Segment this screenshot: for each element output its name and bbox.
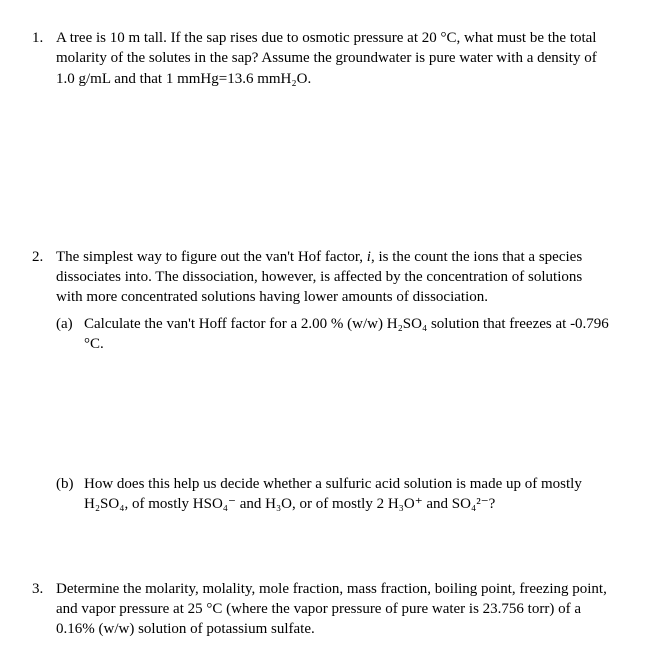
question-3: 3. Determine the molarity, molality, mol…: [32, 579, 610, 640]
question-2: 2. The simplest way to figure out the va…: [32, 247, 610, 515]
question-1-number: 1.: [32, 28, 43, 48]
question-2a-text: Calculate the van't Hoff factor for a 2.…: [84, 316, 609, 352]
question-list: 1. A tree is 10 m tall. If the sap rises…: [32, 28, 610, 639]
question-2-intro: The simplest way to figure out the van't…: [56, 249, 582, 306]
question-2-number: 2.: [32, 247, 43, 267]
question-2b-number: (b): [56, 474, 74, 494]
spacer: [32, 515, 610, 579]
question-1-text: A tree is 10 m tall. If the sap rises du…: [56, 30, 597, 87]
question-2-parts: (a) Calculate the van't Hoff factor for …: [56, 314, 610, 515]
question-3-number: 3.: [32, 579, 43, 599]
question-2b: (b) How does this help us decide whether…: [56, 474, 610, 515]
question-1: 1. A tree is 10 m tall. If the sap rises…: [32, 28, 610, 89]
question-2a-number: (a): [56, 314, 73, 334]
question-2a: (a) Calculate the van't Hoff factor for …: [56, 314, 610, 355]
question-3-text: Determine the molarity, molality, mole f…: [56, 581, 607, 638]
question-2b-text: How does this help us decide whether a s…: [84, 476, 582, 512]
question-2-intro-pre: The simplest way to figure out the van't…: [56, 249, 367, 265]
spacer: [32, 89, 610, 247]
spacer: [56, 354, 610, 474]
